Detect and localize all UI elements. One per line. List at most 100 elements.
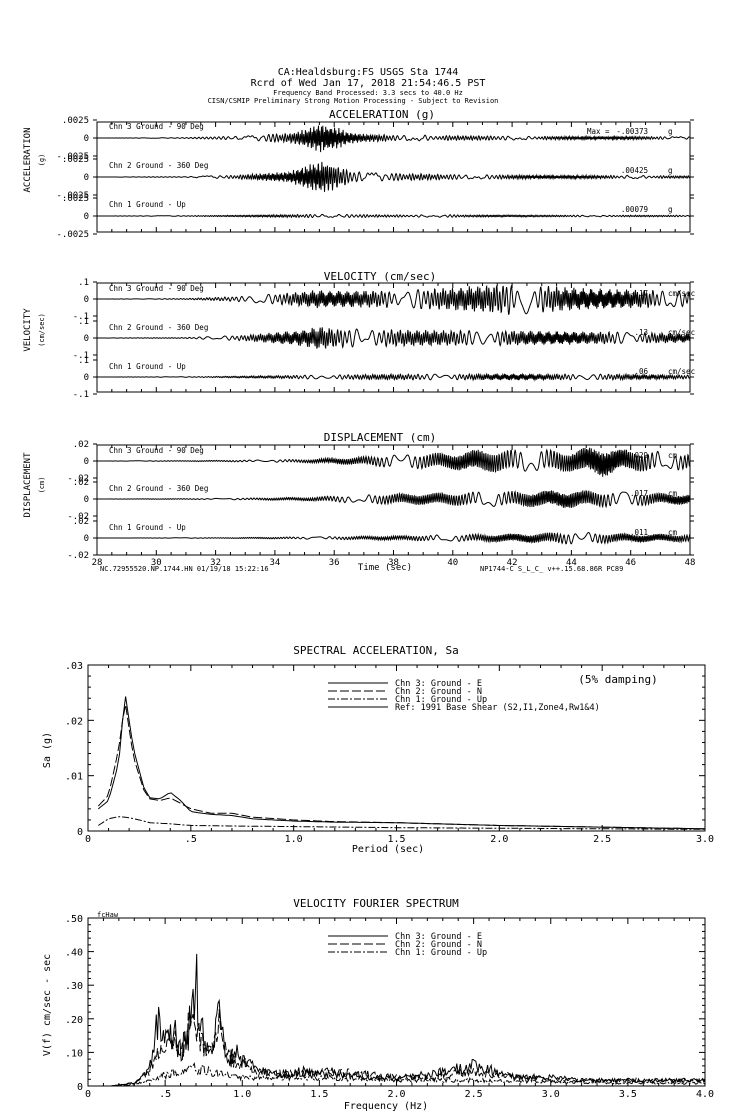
station-title: CA:Healdsburg:FS USGS Sta 1744 <box>278 67 459 78</box>
y-tick-label: 0 <box>77 1082 83 1093</box>
footer-left: NC.72955520.NP.1744.HN 01/19/18 15:22:16 <box>100 565 269 573</box>
y-tick-label: .0025 <box>62 194 89 204</box>
fourier-corner-label: fcHaw <box>97 911 119 919</box>
y-tick-label: .1 <box>78 278 89 288</box>
x-tick-label: 0 <box>85 1089 91 1100</box>
legend-label: Chn 1: Ground - Up <box>395 695 487 705</box>
x-tick-label: 2.5 <box>465 1089 483 1100</box>
disclaimer-text: CISN/CSMIP Preliminary Strong Motion Pro… <box>208 97 499 105</box>
y-tick-label: 0 <box>84 134 89 144</box>
peak-value: .00079 <box>621 205 648 214</box>
time-tick-label: 34 <box>269 558 280 568</box>
legend-label: Ref: 1991 Base Shear (S2,I1,Zone4,Rw1&4) <box>395 703 600 713</box>
fourier-xlabel: Frequency (Hz) <box>344 1101 428 1112</box>
y-tick-label: -.1 <box>73 312 89 322</box>
displacement-group-label: DISPLACEMENT <box>23 452 33 518</box>
y-tick-label: .50 <box>65 914 83 925</box>
spectrum-series-line <box>111 953 706 1087</box>
y-tick-label: .0025 <box>62 116 89 126</box>
peak-unit: cm/sec <box>668 328 695 337</box>
peak-unit: cm <box>668 489 678 498</box>
y-tick-label: .03 <box>65 661 83 672</box>
record-title: Rcrd of Wed Jan 17, 2018 21:54:46.5 PST <box>251 78 486 89</box>
y-tick-label: -.02 <box>67 551 89 561</box>
y-tick-label: 0 <box>84 173 89 183</box>
time-tick-label: 28 <box>92 558 103 568</box>
y-tick-label: .20 <box>65 1015 83 1026</box>
time-tick-label: 32 <box>210 558 221 568</box>
y-tick-label: 0 <box>84 457 89 467</box>
time-tick-label: 40 <box>447 558 458 568</box>
peak-value: .06 <box>634 367 648 376</box>
channel-label: Chn 1 Ground - Up <box>109 523 186 532</box>
time-tick-label: 30 <box>151 558 162 568</box>
peak-value: .13 <box>634 328 648 337</box>
y-tick-label: .02 <box>73 517 89 527</box>
peak-unit: cm <box>668 528 678 537</box>
legend-label: Chn 2: Ground - N <box>395 687 482 697</box>
y-tick-label: -.1 <box>73 351 89 361</box>
x-tick-label: 4.0 <box>696 1089 714 1100</box>
peak-value: .017 <box>630 489 648 498</box>
channel-label: Chn 2 Ground - 360 Deg <box>109 484 208 493</box>
x-tick-label: 3.5 <box>619 1089 637 1100</box>
y-tick-label: 0 <box>84 295 89 305</box>
channel-label: Chn 2 Ground - 360 Deg <box>109 161 208 170</box>
velocity-group-label: VELOCITY <box>23 308 33 352</box>
waveform-trace <box>97 327 691 349</box>
waveform-trace <box>97 447 691 477</box>
x-tick-label: 2.5 <box>593 834 611 845</box>
spectrum-series-line <box>98 816 705 830</box>
legend-label: Chn 3: Ground - E <box>395 679 482 689</box>
fourier-title: VELOCITY FOURIER SPECTRUM <box>293 897 459 910</box>
time-history-plots: .0025 0 -.0025 Chn 3 Ground - 90 Deg Max = -.… <box>56 116 695 568</box>
y-tick-label: .02 <box>65 716 83 727</box>
peak-unit: g <box>668 166 673 175</box>
fourier-spectrum-plot: 0 .5 1.0 1.5 2.0 2.5 3.0 3.5 4.0 0 .10 .20 .30 .40 .50… <box>65 914 714 1100</box>
y-tick-label: .01 <box>65 772 83 783</box>
x-tick-label: 3.0 <box>542 1089 560 1100</box>
channel-label: Chn 3 Ground - 90 Deg <box>109 446 204 455</box>
x-tick-label: 1.5 <box>310 1089 328 1100</box>
waveform-trace <box>97 372 691 382</box>
accel-unit-label: (g) <box>38 154 46 167</box>
spectral-acceleration-plot: 0 .5 1.0 1.5 2.0 2.5 3.0 0 .01 .02 .03 Chn 3: Groun… <box>65 661 714 845</box>
spectrum-series-line <box>97 696 706 830</box>
y-tick-label: .10 <box>65 1048 83 1059</box>
spectrum-series-line <box>111 1062 706 1087</box>
spectrum-series-line <box>97 704 706 830</box>
y-tick-label: .40 <box>65 948 83 959</box>
y-tick-label: .02 <box>73 478 89 488</box>
legend-label: Chn 2: Ground - N <box>395 940 482 950</box>
footer-right: NP1744-C S_L_C_ v++.15.68.86R PC89 <box>480 565 623 573</box>
time-tick-label: 36 <box>329 558 340 568</box>
time-axis-label: Time (sec) <box>358 563 412 573</box>
peak-value: .011 <box>630 528 648 537</box>
peak-unit: cm <box>668 451 678 460</box>
x-tick-label: 2.0 <box>387 1089 405 1100</box>
time-tick-label: 42 <box>507 558 518 568</box>
peak-unit: cm/sec <box>668 367 695 376</box>
damping-note: (5% damping) <box>578 673 657 686</box>
velocity-unit-label: (cm/sec) <box>38 313 46 347</box>
y-tick-label: 0 <box>84 534 89 544</box>
x-tick-label: 2.0 <box>490 834 508 845</box>
waveform-trace <box>97 125 691 153</box>
y-tick-label: -.1 <box>73 390 89 400</box>
displacement-unit-label: (cm) <box>38 477 46 494</box>
y-tick-label: 0 <box>84 495 89 505</box>
x-tick-label: .5 <box>185 834 197 845</box>
y-tick-label: 0 <box>84 212 89 222</box>
peak-value: -.17 <box>630 289 648 298</box>
y-tick-label: 0 <box>77 827 83 838</box>
y-tick-label: -.02 <box>67 512 89 522</box>
waveform-trace <box>97 489 691 509</box>
waveform-trace <box>97 284 691 315</box>
y-tick-label: -.0025 <box>56 230 89 240</box>
y-tick-label: -.0025 <box>56 152 89 162</box>
peak-unit: g <box>668 205 673 214</box>
accel-panel-title: ACCELERATION (g) <box>329 108 435 121</box>
peak-unit: cm/sec <box>668 289 695 298</box>
velocity-panel-title: VELOCITY (cm/sec) <box>324 270 437 283</box>
